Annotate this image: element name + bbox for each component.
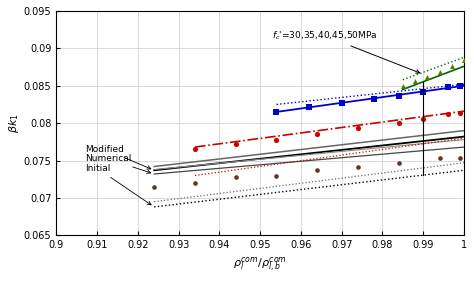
Text: Numerical: Numerical — [85, 154, 151, 173]
Point — [395, 160, 402, 165]
Point — [419, 116, 427, 121]
Point — [313, 168, 321, 173]
Point — [436, 155, 443, 160]
Point — [150, 184, 158, 189]
Point — [411, 79, 419, 83]
Y-axis label: $\beta k_1$: $\beta k_1$ — [7, 113, 21, 133]
Point — [305, 105, 313, 110]
Point — [444, 112, 451, 116]
Point — [423, 74, 431, 79]
X-axis label: $\rho_l^{com}/\rho_{l,b}^{com}$: $\rho_l^{com}/\rho_{l,b}^{com}$ — [233, 256, 287, 274]
Point — [371, 97, 378, 101]
Point — [456, 83, 464, 88]
Point — [232, 142, 239, 146]
Point — [191, 147, 199, 151]
Point — [448, 64, 456, 69]
Point — [313, 131, 321, 136]
Point — [395, 94, 402, 98]
Point — [460, 57, 468, 62]
Point — [191, 181, 199, 185]
Text: Modified: Modified — [85, 144, 151, 169]
Point — [456, 110, 464, 115]
Point — [399, 83, 407, 88]
Point — [354, 126, 362, 131]
Point — [419, 89, 427, 94]
Point — [395, 121, 402, 125]
Point — [354, 164, 362, 169]
Point — [456, 155, 464, 160]
Point — [338, 101, 346, 105]
Text: Initial: Initial — [85, 164, 151, 205]
Text: $f_c$'=30,35,40,45,50MPa: $f_c$'=30,35,40,45,50MPa — [273, 30, 419, 73]
Point — [273, 173, 280, 178]
Point — [444, 85, 451, 89]
Point — [273, 110, 280, 114]
Point — [232, 175, 239, 179]
Point — [436, 70, 443, 74]
Point — [273, 137, 280, 142]
